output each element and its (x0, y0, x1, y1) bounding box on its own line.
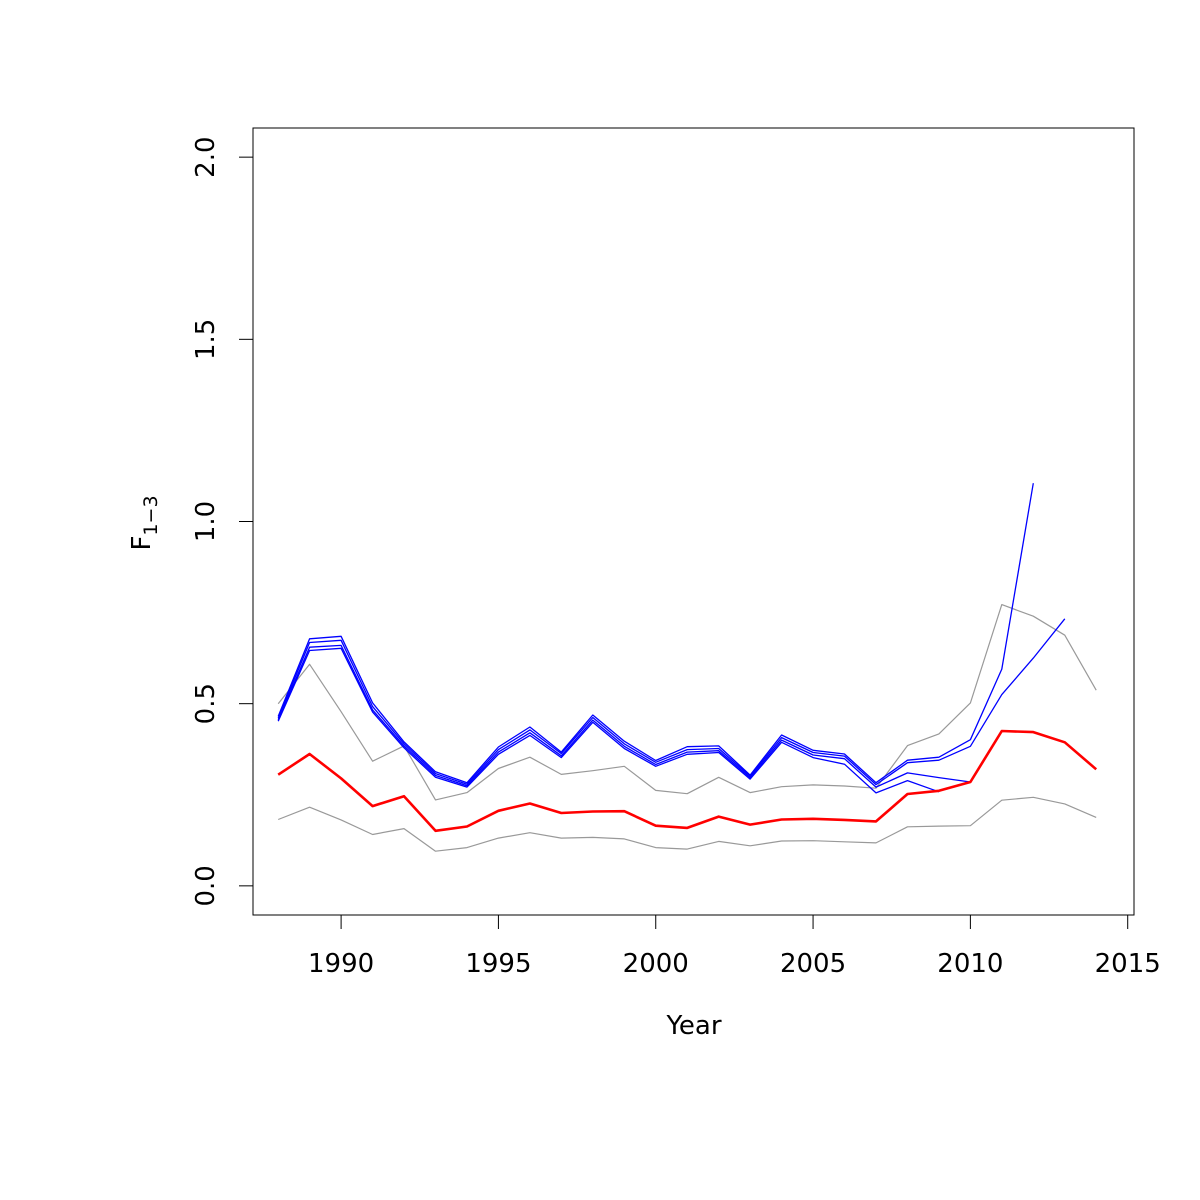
retro-line-3 (277, 644, 971, 788)
y-tick-label: 1.0 (191, 501, 221, 542)
y-axis-label: F1−3 (127, 495, 162, 550)
retro-line-1 (277, 483, 1034, 784)
x-tick-label: 1995 (465, 949, 531, 979)
x-axis-label: Year (665, 1011, 721, 1041)
y-tick-label: 1.5 (191, 319, 221, 360)
x-tick-label: 2005 (780, 949, 846, 979)
estimate-line (277, 729, 1098, 833)
y-axis-label-main: F (127, 536, 157, 551)
x-tick-label: 2010 (937, 949, 1003, 979)
x-axis: 1990 1995 2000 2005 2010 2015 (308, 914, 1161, 979)
retro-line-2 (277, 618, 1066, 786)
y-tick-label: 0.5 (191, 683, 221, 724)
x-tick-label: 2000 (623, 949, 689, 979)
y-tick-label: 2.0 (191, 136, 221, 177)
x-tick-label: 1990 (308, 949, 374, 979)
y-axis-label-sub: 1−3 (140, 495, 162, 535)
lower-bound-line (277, 796, 1097, 852)
upper-bound-line (277, 603, 1097, 801)
y-tick-label: 0.0 (191, 865, 221, 906)
x-tick-label: 2015 (1095, 949, 1161, 979)
y-axis: 0.0 0.5 1.0 1.5 2.0 (191, 136, 254, 907)
retro-line-4 (277, 647, 940, 794)
plot-frame (252, 127, 1135, 916)
series-layer (277, 483, 1098, 852)
